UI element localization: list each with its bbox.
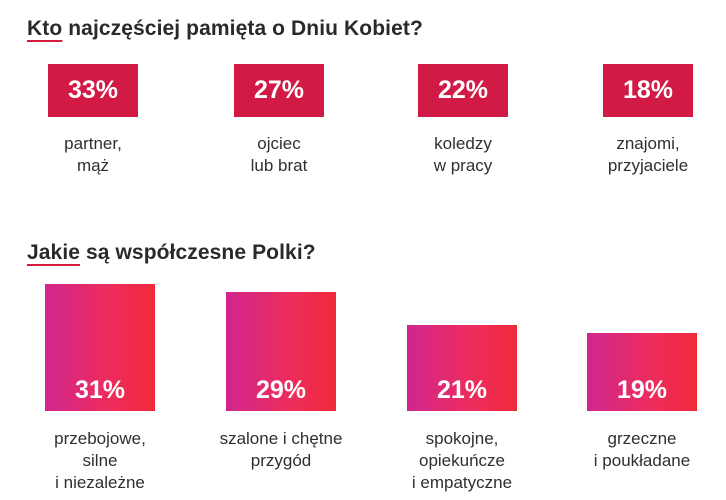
- chart-bar-przebojowe: 31%: [45, 284, 155, 411]
- stat-badge-partner: 33%: [48, 64, 138, 117]
- section2-heading-first-word: Jakie: [27, 241, 81, 264]
- chart-label-szalone: szalone i chętne przygód: [219, 429, 343, 470]
- stat-badge-father: 27%: [234, 64, 324, 117]
- stat-badge-friends: 18%: [603, 64, 693, 117]
- stat-label-father: ojciec lub brat: [250, 134, 308, 175]
- bar-value-label: 19%: [616, 376, 668, 404]
- bar-value-label: 21%: [436, 376, 488, 404]
- section1-heading-rest: najczęściej pamięta o Dniu Kobiet?: [62, 17, 423, 40]
- chart-label-spokojne: spokojne, opiekuńcze i empatyczne: [411, 429, 513, 492]
- stat-label-colleagues: koledzy w pracy: [433, 134, 493, 175]
- chart-bar-szalone: 29%: [226, 292, 336, 411]
- section2-heading: Jakie są współczesne Polki?: [27, 241, 316, 265]
- stat-label-partner: partner, mąż: [64, 134, 122, 175]
- section2-heading-rest: są współczesne Polki?: [80, 241, 316, 264]
- chart-bar-spokojne: 21%: [407, 325, 517, 411]
- section1-heading-first-word: Kto: [27, 17, 63, 40]
- bar-value-label: 29%: [255, 376, 307, 404]
- chart-bar-grzeczne: 19%: [587, 333, 697, 411]
- stat-label-friends: znajomi, przyjaciele: [607, 134, 689, 175]
- stat-badge-colleagues: 22%: [418, 64, 508, 117]
- section1-heading: Kto najczęściej pamięta o Dniu Kobiet?: [27, 17, 423, 41]
- chart-label-grzeczne: grzeczne i poukładane: [593, 429, 691, 470]
- chart-label-przebojowe: przebojowe, silne i niezależne: [54, 429, 146, 492]
- bar-value-label: 31%: [74, 376, 126, 404]
